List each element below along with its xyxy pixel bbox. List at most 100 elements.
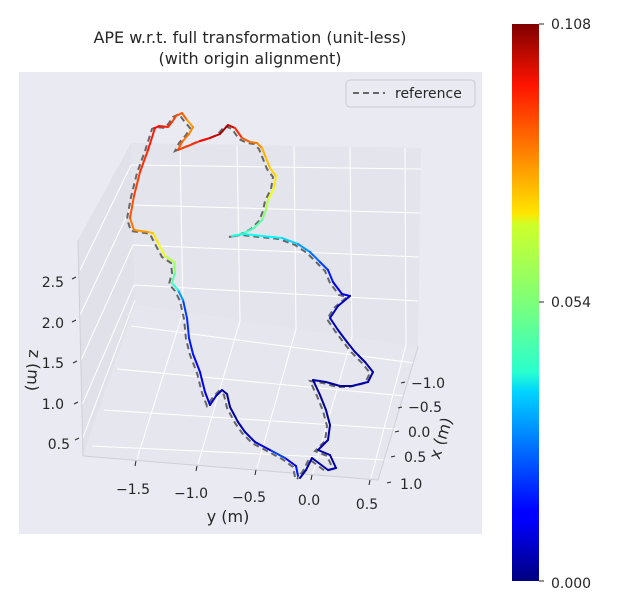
grid [79, 143, 422, 479]
estimate-segment [164, 255, 175, 263]
y-axis-label: y (m) [207, 507, 250, 526]
estimate-segment [227, 124, 236, 129]
estimate-segment [243, 233, 263, 237]
estimate-segment [317, 449, 331, 456]
z-tick-label: 1.5 [42, 356, 64, 372]
z-axis-label: z (m) [23, 349, 45, 392]
estimate-segment [329, 317, 339, 331]
estimate-segment [367, 371, 374, 383]
z-ticks: 2.5 2.0 1.5 1.0 0.5 [42, 275, 70, 453]
estimate-segment [253, 219, 263, 229]
estimate-segment [254, 441, 271, 451]
estimate-segment [209, 133, 221, 139]
estimate-segment [187, 140, 201, 147]
estimate-segment [309, 251, 321, 263]
estimate-segment [177, 145, 189, 151]
estimate-segment [182, 299, 188, 319]
y-tick-label: −1.5 [116, 482, 150, 498]
estimate-segment [312, 379, 327, 383]
estimate-segment [215, 389, 223, 397]
estimate-segment [364, 361, 374, 373]
estimate-segment [181, 112, 188, 121]
reference-trajectory [125, 112, 372, 480]
colorbar-tick-label: 0.108 [551, 17, 591, 33]
estimate-segment [354, 351, 366, 363]
estimate-segment [327, 269, 334, 283]
estimate-segment [204, 391, 211, 406]
estimate-segment [129, 217, 135, 231]
estimate-segment [226, 393, 231, 408]
estimate-segment [219, 124, 229, 135]
estimate-segment [297, 243, 311, 253]
y-ticks: −1.5 −1.0 −0.5 0.0 0.5 [116, 482, 378, 513]
estimate-segment [209, 395, 217, 406]
colorbar: 0.108 0.054 0.000 [512, 17, 591, 592]
estimate-segment [327, 424, 331, 441]
estimate-segment [312, 379, 321, 396]
z-tick-label: 0.5 [48, 437, 70, 453]
estimate-segment [181, 133, 190, 143]
x-tick-marks [386, 381, 406, 484]
estimate-segment [332, 281, 343, 295]
estimate-segment [346, 341, 356, 353]
estimate-segment [319, 394, 327, 411]
estimate-segment [234, 127, 243, 139]
y-tick-label: 0.0 [298, 493, 320, 509]
estimate-segment [305, 457, 313, 471]
colorbar-gradient [512, 24, 539, 581]
estimate-segment [171, 115, 177, 123]
estimate-segment [188, 126, 194, 135]
estimate-segment [192, 353, 201, 373]
estimate-segment [171, 282, 179, 291]
chart-title-line2: (with origin alignment) [159, 49, 342, 68]
x-tick-label: −0.5 [408, 400, 442, 416]
estimate-segment [269, 449, 286, 459]
estimate-segment [152, 232, 159, 244]
estimate-segment [177, 289, 184, 301]
z-tick-label: 1.0 [42, 397, 64, 413]
x-ticks: −1.0 −0.5 0.0 0.5 1.0 [400, 376, 445, 493]
estimate-segment [229, 406, 239, 423]
estimate-segment [261, 147, 267, 159]
estimate-segment [173, 261, 176, 273]
estimate-segment [147, 127, 156, 151]
axis-edges [77, 239, 419, 481]
estimate-trajectory [129, 112, 374, 479]
z-tick-label: 2.0 [42, 316, 64, 332]
estimate-segment [261, 235, 283, 239]
estimate-segment [327, 467, 337, 471]
left-pane [78, 143, 135, 456]
floor-pane [83, 305, 418, 480]
estimate-segment [284, 457, 297, 467]
z-tick-marks [71, 276, 80, 441]
estimate-segment [337, 295, 351, 307]
estimate-segment [325, 381, 341, 387]
legend-label: reference [395, 86, 462, 102]
estimate-segment [317, 439, 329, 451]
estimate-segment [249, 141, 258, 144]
y-tick-marks [134, 460, 371, 486]
estimate-segment [329, 305, 339, 319]
estimate-segment [325, 409, 331, 426]
estimate-segment [221, 389, 228, 395]
estimate-segment [139, 149, 149, 173]
estimate-segment [267, 187, 275, 201]
estimate-segment [341, 293, 351, 297]
colorbar-tick-label: 0.000 [551, 576, 591, 592]
estimate-segment [329, 454, 337, 469]
estimate-segment [273, 175, 277, 189]
x-tick-label: 0.0 [408, 425, 430, 441]
estimate-segment [157, 242, 166, 257]
estimate-segment [281, 237, 299, 245]
x-tick-label: 0.5 [404, 450, 426, 466]
estimate-segment [175, 112, 183, 117]
estimate-segment [158, 125, 169, 128]
estimate-segment [133, 229, 149, 233]
estimate-segment [199, 371, 206, 393]
x-tick-label: −1.0 [411, 376, 445, 392]
estimate-segment [167, 121, 173, 128]
estimate-segment [186, 317, 190, 339]
estimate-segment [133, 171, 141, 197]
pane-group [78, 143, 421, 480]
